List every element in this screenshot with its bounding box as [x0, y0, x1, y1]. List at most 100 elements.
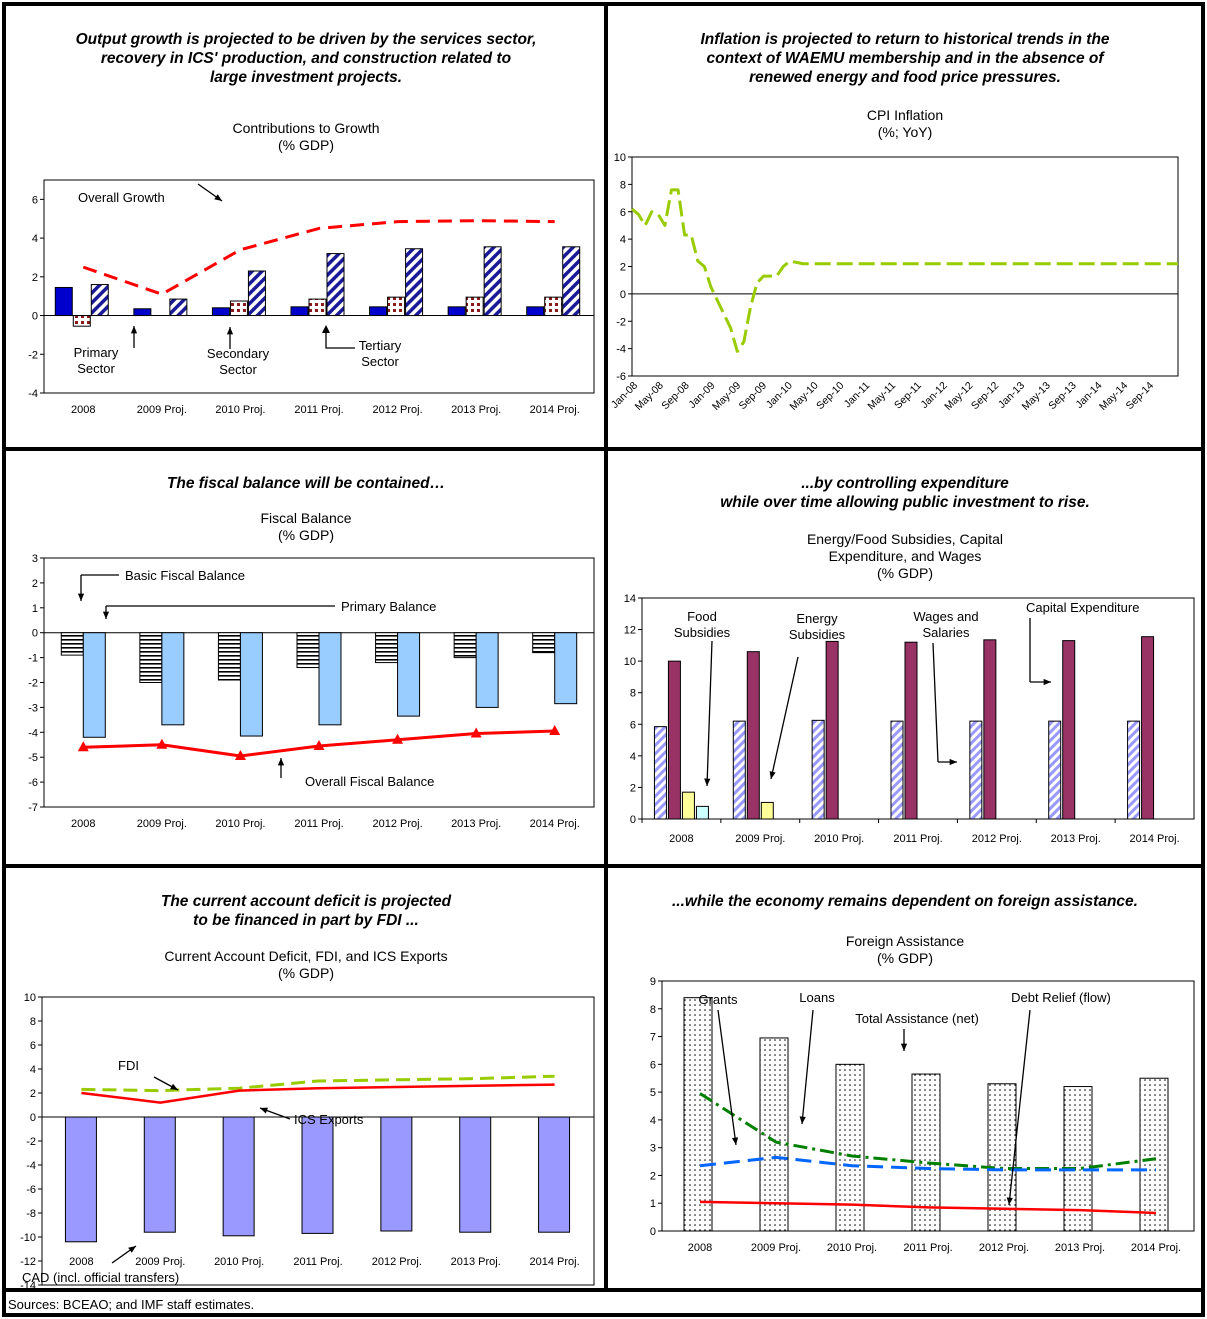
month-label: May-11	[865, 380, 898, 413]
panel-output-growth: Output growth is projected to be driven …	[8, 8, 604, 448]
y-tick-label: 6	[32, 194, 38, 206]
arrow-tertiary-sector-head	[322, 325, 330, 333]
y-tick-label: 9	[650, 976, 656, 988]
y-tick-label: -6	[616, 371, 626, 383]
bar-secondary-sector	[229, 300, 248, 317]
y-tick-label: -2	[616, 316, 626, 328]
arrow-ics-exports-head	[260, 1107, 268, 1114]
annotation-overall-fiscal-balance: Overall Fiscal Balance	[305, 774, 434, 789]
arrow-primary-balance-down-head	[102, 611, 110, 619]
category-label: 2008	[688, 1242, 712, 1254]
y-tick-label: 1	[32, 603, 38, 615]
annotation-primary-sector: Primary Sector	[74, 345, 119, 376]
line-fdi	[81, 1074, 555, 1093]
bar-capital-expenditure	[746, 651, 760, 820]
arrow-loans	[801, 1009, 814, 1125]
bar-basic-fiscal-balance	[296, 632, 320, 669]
y-tick-label: -2	[28, 678, 38, 690]
category-label: 2011 Proj.	[294, 818, 343, 830]
y-tick-label: 10	[624, 656, 636, 668]
line-ics-exports	[81, 1083, 555, 1104]
chart-title: Current Account Deficit, FDI, and ICS Ex…	[164, 948, 448, 981]
arrow-food-subsidies	[706, 640, 713, 787]
annotation-ics-exports: ICS Exports	[294, 1112, 364, 1127]
bar-tertiary-sector	[405, 248, 424, 317]
annotation-loans: Loans	[799, 990, 835, 1005]
bar-secondary-sector	[465, 296, 484, 317]
arrow-basic-fiscal-balance-down-head	[77, 593, 85, 601]
bar-cad	[459, 1116, 492, 1233]
bar-total-assistance	[759, 1037, 789, 1232]
bar-wages-and-salaries	[653, 726, 667, 820]
category-label: 2014 Proj.	[1131, 1242, 1181, 1254]
category-label: 2009 Proj.	[137, 404, 187, 416]
bar-capital-expenditure	[1141, 636, 1155, 820]
arrow-grants-head	[731, 1137, 739, 1145]
annotation-wages-and-salaries: Wages and Salaries	[913, 609, 978, 640]
bar-cad	[64, 1116, 97, 1243]
category-label: 2008	[669, 833, 693, 845]
bar-primary-sector	[369, 306, 388, 317]
category-label: 2014 Proj.	[1129, 833, 1179, 845]
y-tick-label: -6	[26, 1184, 36, 1196]
chart-title: CPI Inflation (%; YoY)	[866, 107, 944, 140]
y-tick-label: 8	[650, 1004, 656, 1016]
bar-cad	[301, 1116, 334, 1234]
current-account-chart: -14 -12 -10 -8 -6 -4 -2 0 2 4 6 8 10 2008 2009 Proj. 20…	[20, 992, 595, 1288]
y-tick-label: 6	[650, 1059, 656, 1071]
arrow-grants	[717, 1009, 737, 1146]
contributions-chart: -4 -2 0 2 4 6 2008 2009 Proj. 2010 Proj. 2011 Pro…	[28, 179, 595, 416]
category-label: 2009 Proj.	[751, 1242, 801, 1254]
y-tick-label: -14	[20, 1280, 36, 1288]
arrow-debt-relief-head	[1006, 1197, 1013, 1205]
category-label: 2014 Proj.	[529, 1256, 579, 1268]
y-tick-label: 2	[620, 262, 626, 274]
cpi-inflation-chart: -6-4-20246810Jan-08May-08Sep-08Jan-09May…	[609, 152, 1179, 413]
y-tick-label: 4	[30, 1064, 36, 1076]
category-label: 2014 Proj.	[530, 404, 580, 416]
y-tick-label: -8	[26, 1208, 36, 1220]
y-tick-label: 4	[650, 1115, 656, 1127]
line-debt-relief	[699, 1200, 1157, 1215]
bar-capital-expenditure	[904, 641, 918, 820]
bar-wages-and-salaries	[1127, 720, 1141, 820]
y-tick-label: 8	[620, 179, 626, 191]
y-tick-label: 10	[24, 992, 36, 1004]
category-label: 2009 Proj.	[135, 1256, 185, 1268]
bar-primary-sector	[526, 306, 545, 317]
y-tick-label: -1	[28, 653, 38, 665]
bar-capital-expenditure	[1062, 640, 1076, 820]
bar-primary-balance	[554, 632, 578, 705]
y-tick-label: 8	[30, 1016, 36, 1028]
annotation-cad: CAD (incl. official transfers)	[22, 1270, 179, 1285]
month-label: May-13	[1020, 380, 1053, 413]
bar-wages-and-salaries	[1048, 720, 1062, 820]
category-label: 2011 Proj.	[294, 404, 343, 416]
y-tick-label: 0	[32, 628, 38, 640]
arrow-food-subsidies-head	[704, 778, 711, 786]
annotation-secondary-sector: Secondary Sector	[207, 346, 270, 377]
arrow-primary-sector-head	[130, 326, 138, 334]
month-label: Sep-13	[1046, 380, 1079, 413]
panel-fiscal-balance: The fiscal balance will be contained… Fi…	[8, 451, 604, 865]
bar-primary-balance	[239, 632, 263, 737]
arrow-energy-subsidies	[770, 656, 799, 780]
y-tick-label: 14	[624, 593, 636, 605]
category-label: 2012 Proj.	[979, 1242, 1029, 1254]
category-label: 2013 Proj.	[451, 1256, 501, 1268]
y-tick-label: -4	[616, 344, 626, 356]
bar-total-assistance	[1139, 1077, 1169, 1232]
y-tick-label: 0	[30, 1112, 36, 1124]
marker-overall-fiscal-balance	[77, 741, 89, 752]
month-label: Sep-14	[1124, 380, 1157, 413]
marker-overall-fiscal-balance	[156, 738, 168, 749]
category-label: 2011 Proj.	[893, 833, 942, 845]
y-tick-label: -4	[28, 727, 38, 739]
bar-tertiary-sector	[247, 270, 266, 317]
bar-total-assistance	[683, 997, 713, 1232]
y-tick-label: -12	[20, 1256, 36, 1268]
y-tick-label: 7	[650, 1032, 656, 1044]
bar-cad	[538, 1116, 571, 1233]
annotation-capital-expenditure: Capital Expenditure	[1026, 600, 1139, 615]
